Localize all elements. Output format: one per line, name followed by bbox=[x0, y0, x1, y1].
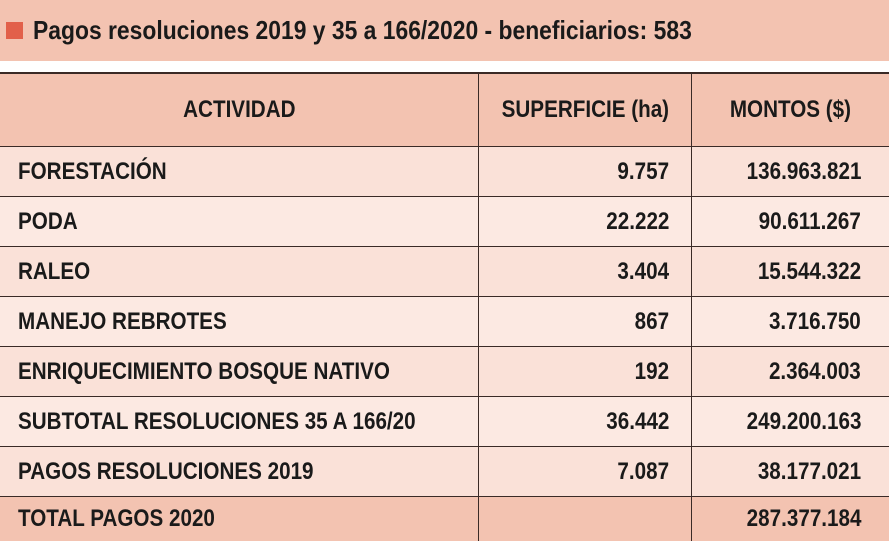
cell-actividad: PODA bbox=[18, 207, 78, 235]
title-bar: Pagos resoluciones 2019 y 35 a 166/2020 … bbox=[0, 0, 889, 61]
cell-superficie: 192 bbox=[478, 347, 691, 396]
cell-actividad: SUBTOTAL RESOLUCIONES 35 A 166/20 bbox=[18, 407, 416, 435]
cell-montos: 249.200.163 bbox=[691, 397, 889, 446]
header-actividad: ACTIVIDAD bbox=[182, 96, 296, 123]
header-superficie: SUPERFICIE (ha) bbox=[478, 74, 691, 146]
cell-superficie: 22.222 bbox=[478, 197, 691, 246]
cell-superficie: 9.757 bbox=[478, 147, 691, 196]
cell-actividad: PAGOS RESOLUCIONES 2019 bbox=[18, 457, 314, 485]
cell-actividad: MANEJO REBROTES bbox=[18, 307, 227, 335]
table-row: RALEO 3.404 15.544.322 bbox=[0, 246, 889, 296]
table-row: PAGOS RESOLUCIONES 2019 7.087 38.177.021 bbox=[0, 446, 889, 496]
cell-montos: 3.716.750 bbox=[691, 297, 889, 346]
table-row-subtotal: SUBTOTAL RESOLUCIONES 35 A 166/20 36.442… bbox=[0, 396, 889, 446]
cell-superficie: 867 bbox=[478, 297, 691, 346]
bullet-square-icon bbox=[6, 22, 23, 39]
table-title: Pagos resoluciones 2019 y 35 a 166/2020 … bbox=[33, 15, 692, 45]
cell-superficie: 36.442 bbox=[478, 397, 691, 446]
cell-actividad: FORESTACIÓN bbox=[18, 157, 167, 185]
cell-montos: 136.963.821 bbox=[691, 147, 889, 196]
table-row: FORESTACIÓN 9.757 136.963.821 bbox=[0, 146, 889, 196]
cell-montos: 2.364.003 bbox=[691, 347, 889, 396]
cell-superficie: 7.087 bbox=[478, 447, 691, 496]
header-montos: MONTOS ($) bbox=[691, 74, 889, 146]
table-row: ENRIQUECIMIENTO BOSQUE NATIVO 192 2.364.… bbox=[0, 346, 889, 396]
table-header-row: ACTIVIDAD SUPERFICIE (ha) MONTOS ($) bbox=[0, 74, 889, 146]
table-row-total: TOTAL PAGOS 2020 287.377.184 bbox=[0, 496, 889, 541]
table-row: MANEJO REBROTES 867 3.716.750 bbox=[0, 296, 889, 346]
cell-superficie: 3.404 bbox=[478, 247, 691, 296]
cell-actividad: RALEO bbox=[18, 257, 91, 285]
table-row: PODA 22.222 90.611.267 bbox=[0, 196, 889, 246]
cell-montos: 287.377.184 bbox=[691, 497, 889, 541]
cell-montos: 38.177.021 bbox=[691, 447, 889, 496]
cell-montos: 15.544.322 bbox=[691, 247, 889, 296]
cell-actividad: ENRIQUECIMIENTO BOSQUE NATIVO bbox=[18, 357, 390, 385]
cell-montos: 90.611.267 bbox=[691, 197, 889, 246]
payments-table: ACTIVIDAD SUPERFICIE (ha) MONTOS ($) FOR… bbox=[0, 72, 889, 549]
cell-actividad: TOTAL PAGOS 2020 bbox=[18, 505, 215, 532]
cell-superficie bbox=[478, 497, 691, 541]
